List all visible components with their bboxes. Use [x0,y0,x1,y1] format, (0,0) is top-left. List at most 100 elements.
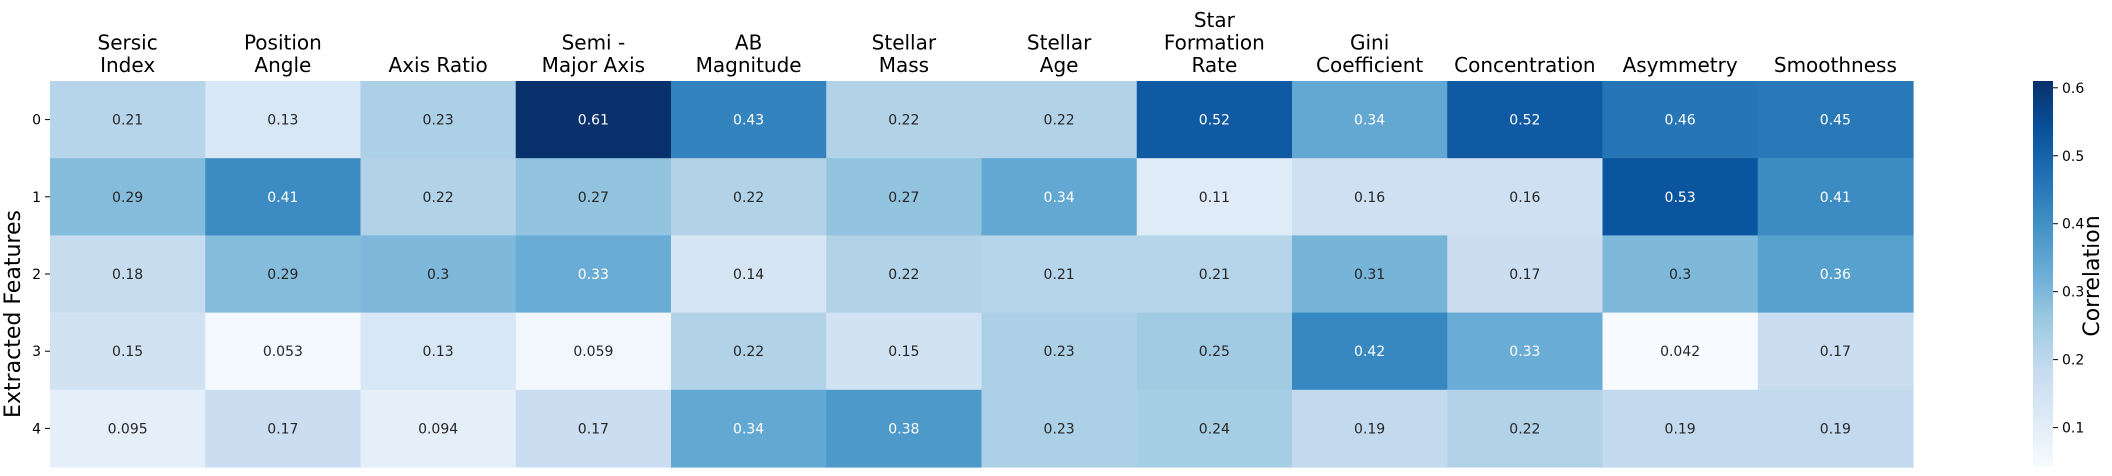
cell-value-label: 0.29 [267,267,298,283]
cell-value-label: 0.34 [1354,113,1385,129]
cell-value-label: 0.53 [1665,190,1696,206]
heatmap-cell [1447,235,1604,314]
cell-value-label: 0.27 [888,190,919,206]
heatmap-cell [515,312,672,391]
heatmap-cell [981,312,1138,391]
x-tick-label: Asymmetry [1623,53,1738,77]
colorbar-tick-label: 0.4 [2062,217,2084,233]
heatmap-cell [1136,389,1293,468]
heatmap-cell [205,389,362,468]
cell-value-label: 0.15 [112,344,143,360]
heatmap-cell [981,158,1138,236]
heatmap-cell [360,158,517,236]
cell-value-label: 0.21 [1044,267,1075,283]
cell-value-label: 0.33 [578,267,609,283]
heatmap-cell [50,312,206,391]
heatmap-cell [1602,158,1759,236]
heatmap-cell [981,81,1138,159]
y-tick-label: 0 [32,113,41,129]
heatmap-cell [1447,81,1604,159]
heatmap-cell [1292,81,1448,159]
y-axis-labels: 0 1 2 3 4 [32,113,50,437]
cell-value-label: 0.18 [112,267,143,283]
heatmap-cell [826,158,983,236]
cell-value-label: 0.34 [733,421,764,437]
cell-value-label: 0.17 [1509,267,1540,283]
heatmap-cell [826,235,983,314]
x-tick-label: Axis Ratio [389,53,488,77]
x-tick-label: Sersic Index [98,31,158,78]
colorbar-tick-label: 0.6 [2062,81,2084,97]
heatmap-cell [515,389,672,468]
heatmap-cell [1136,81,1293,159]
colorbar-tick-label: 0.3 [2062,285,2084,301]
colorbar-gradient [2033,81,2053,467]
cell-value-label: 0.053 [263,344,303,360]
heatmap-cell [50,158,206,236]
heatmap-cell [50,235,206,314]
x-tick-label: Star Formation Rate [1164,8,1265,77]
cell-value-label: 0.41 [1820,190,1851,206]
heatmap-cell [205,158,362,236]
heatmap-cell [1602,235,1759,314]
heatmap-cells: 0.21 0.13 0.23 0.61 0.43 0.22 0.22 0.52 0.34 0.52… [50,81,1914,468]
heatmap-cell [205,312,362,391]
cell-value-label: 0.23 [1044,421,1075,437]
heatmap-cell [1602,389,1759,468]
cell-value-label: 0.19 [1354,421,1385,437]
colorbar-tick-label: 0.2 [2062,353,2084,369]
cell-value-label: 0.22 [733,190,764,206]
cell-value-label: 0.24 [1199,421,1230,437]
cell-value-label: 0.22 [733,344,764,360]
cell-value-label: 0.21 [112,113,143,129]
cell-value-label: 0.13 [267,113,298,129]
cell-value-label: 0.61 [578,113,609,129]
heatmap-cell [1757,312,1914,391]
heatmap-cell [515,235,672,314]
heatmap-cell [50,81,206,159]
colorbar-tick-label: 0.1 [2062,421,2084,437]
heatmap-cell [671,312,827,391]
heatmap-cell [205,235,362,314]
cell-value-label: 0.42 [1354,344,1385,360]
heatmap-cell [50,389,206,468]
x-tick-label: Semi -Major Axis [542,31,645,78]
heatmap-cell [671,158,827,236]
cell-value-label: 0.14 [733,267,764,283]
heatmap-cell [515,81,672,159]
heatmap-cell [1292,158,1448,236]
cell-value-label: 0.3 [1669,267,1691,283]
y-tick-label: 1 [32,190,41,206]
heatmap-cell [515,158,672,236]
heatmap-cell [1602,81,1759,159]
x-axis-labels: Sersic Index Position Angle Axis Ratio Semi -… [98,8,1897,77]
x-tick-label: Gini Coefficient [1316,31,1423,78]
cell-value-label: 0.042 [1660,344,1700,360]
heatmap-cell [1447,158,1604,236]
cell-value-label: 0.52 [1199,113,1230,129]
cell-value-label: 0.17 [1820,344,1851,360]
colorbar-title: Correlation [2080,215,2105,336]
cell-value-label: 0.22 [423,190,454,206]
cell-value-label: 0.16 [1354,190,1385,206]
heatmap-cell [205,81,362,159]
cell-value-label: 0.22 [1509,421,1540,437]
colorbar: 0.1 0.2 0.3 0.4 0.5 0.6 [2033,81,2084,467]
cell-value-label: 0.22 [1044,113,1075,129]
cell-value-label: 0.43 [733,113,764,129]
heatmap-cell [1136,158,1293,236]
heatmap-cell [1136,312,1293,391]
cell-value-label: 0.059 [573,344,613,360]
x-tick-label: AB Magnitude [696,31,802,78]
x-tick-label: Stellar Mass [872,31,937,78]
heatmap-cell [1292,312,1448,391]
heatmap-cell [1447,312,1604,391]
y-axis-title: Extracted Features [1,210,26,418]
cell-value-label: 0.46 [1665,113,1696,129]
heatmap-cell [671,81,827,159]
cell-value-label: 0.41 [267,190,298,206]
heatmap-cell [826,312,983,391]
heatmap-cell [1602,312,1759,391]
cell-value-label: 0.34 [1044,190,1075,206]
